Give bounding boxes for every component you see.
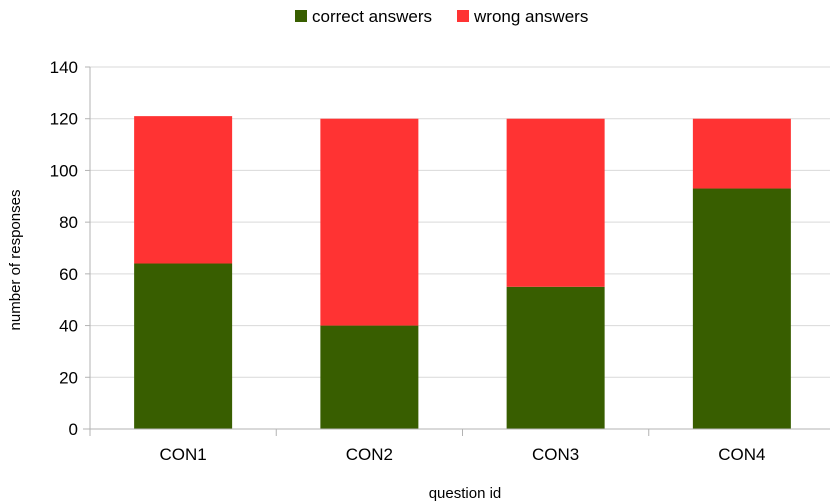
y-tick-labels: 0 20 40 60 80 100 120 140 — [50, 58, 78, 439]
bar-correct-answers-con2 — [320, 325, 419, 429]
y-axis-title: number of responses — [7, 190, 24, 331]
bar-correct-answers-con4 — [692, 188, 791, 429]
y-tick-label: 120 — [50, 110, 78, 129]
x-axis-title: question id — [429, 485, 502, 502]
bar-wrong-answers-con2 — [320, 118, 419, 326]
legend-label-correct-answers: correct answers — [312, 7, 432, 26]
x-tick-label-con4: CON4 — [718, 445, 765, 464]
y-tick-label: 60 — [59, 265, 78, 284]
axes — [83, 66, 830, 436]
bar-correct-answers-con1 — [134, 263, 233, 429]
y-tick-label: 140 — [50, 58, 78, 77]
x-tick-label-con1: CON1 — [160, 445, 207, 464]
x-tick-labels: CON1 CON2 CON3 CON4 — [160, 445, 766, 464]
bar-wrong-answers-con1 — [134, 116, 233, 264]
bars — [134, 116, 791, 429]
y-tick-label: 80 — [59, 213, 78, 232]
legend-swatch-correct-answers — [295, 10, 307, 22]
y-tick-label: 40 — [59, 317, 78, 336]
y-tick-label: 100 — [50, 161, 78, 180]
bar-correct-answers-con3 — [506, 286, 605, 429]
x-tick-label-con3: CON3 — [532, 445, 579, 464]
y-tick-label: 20 — [59, 368, 78, 387]
y-tick-label: 0 — [69, 420, 78, 439]
legend-label-wrong-answers: wrong answers — [473, 7, 588, 26]
bar-wrong-answers-con3 — [506, 118, 605, 287]
bar-wrong-answers-con4 — [692, 118, 791, 189]
legend-swatch-wrong-answers — [457, 10, 469, 22]
legend: correct answers wrong answers — [295, 7, 588, 26]
x-tick-label-con2: CON2 — [346, 445, 393, 464]
